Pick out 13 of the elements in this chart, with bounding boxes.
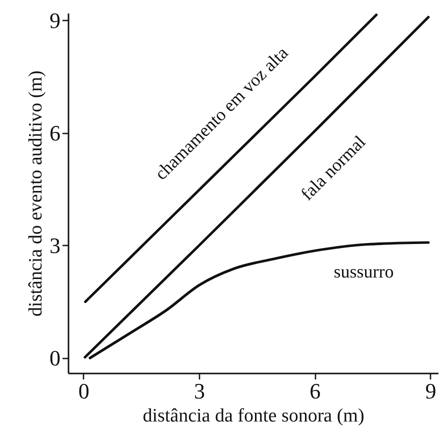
line-series <box>84 16 430 359</box>
x-axis-title: distância da fonte sonora (m) <box>142 406 364 426</box>
x-tick-label: 9 <box>425 378 436 404</box>
y-tick-label: 6 <box>50 120 60 146</box>
x-tick-label: 0 <box>78 378 90 404</box>
y-axis-title: distância do evento auditivo (m) <box>26 70 46 316</box>
y-tick-label: 3 <box>50 233 60 258</box>
x-tick-label: 6 <box>310 378 321 404</box>
y-tick-label: 0 <box>50 346 60 370</box>
line-series <box>88 241 430 360</box>
series-label: sussurro <box>334 261 394 282</box>
y-tick-label: 9 <box>50 8 60 33</box>
x-tick-label: 3 <box>194 378 206 404</box>
